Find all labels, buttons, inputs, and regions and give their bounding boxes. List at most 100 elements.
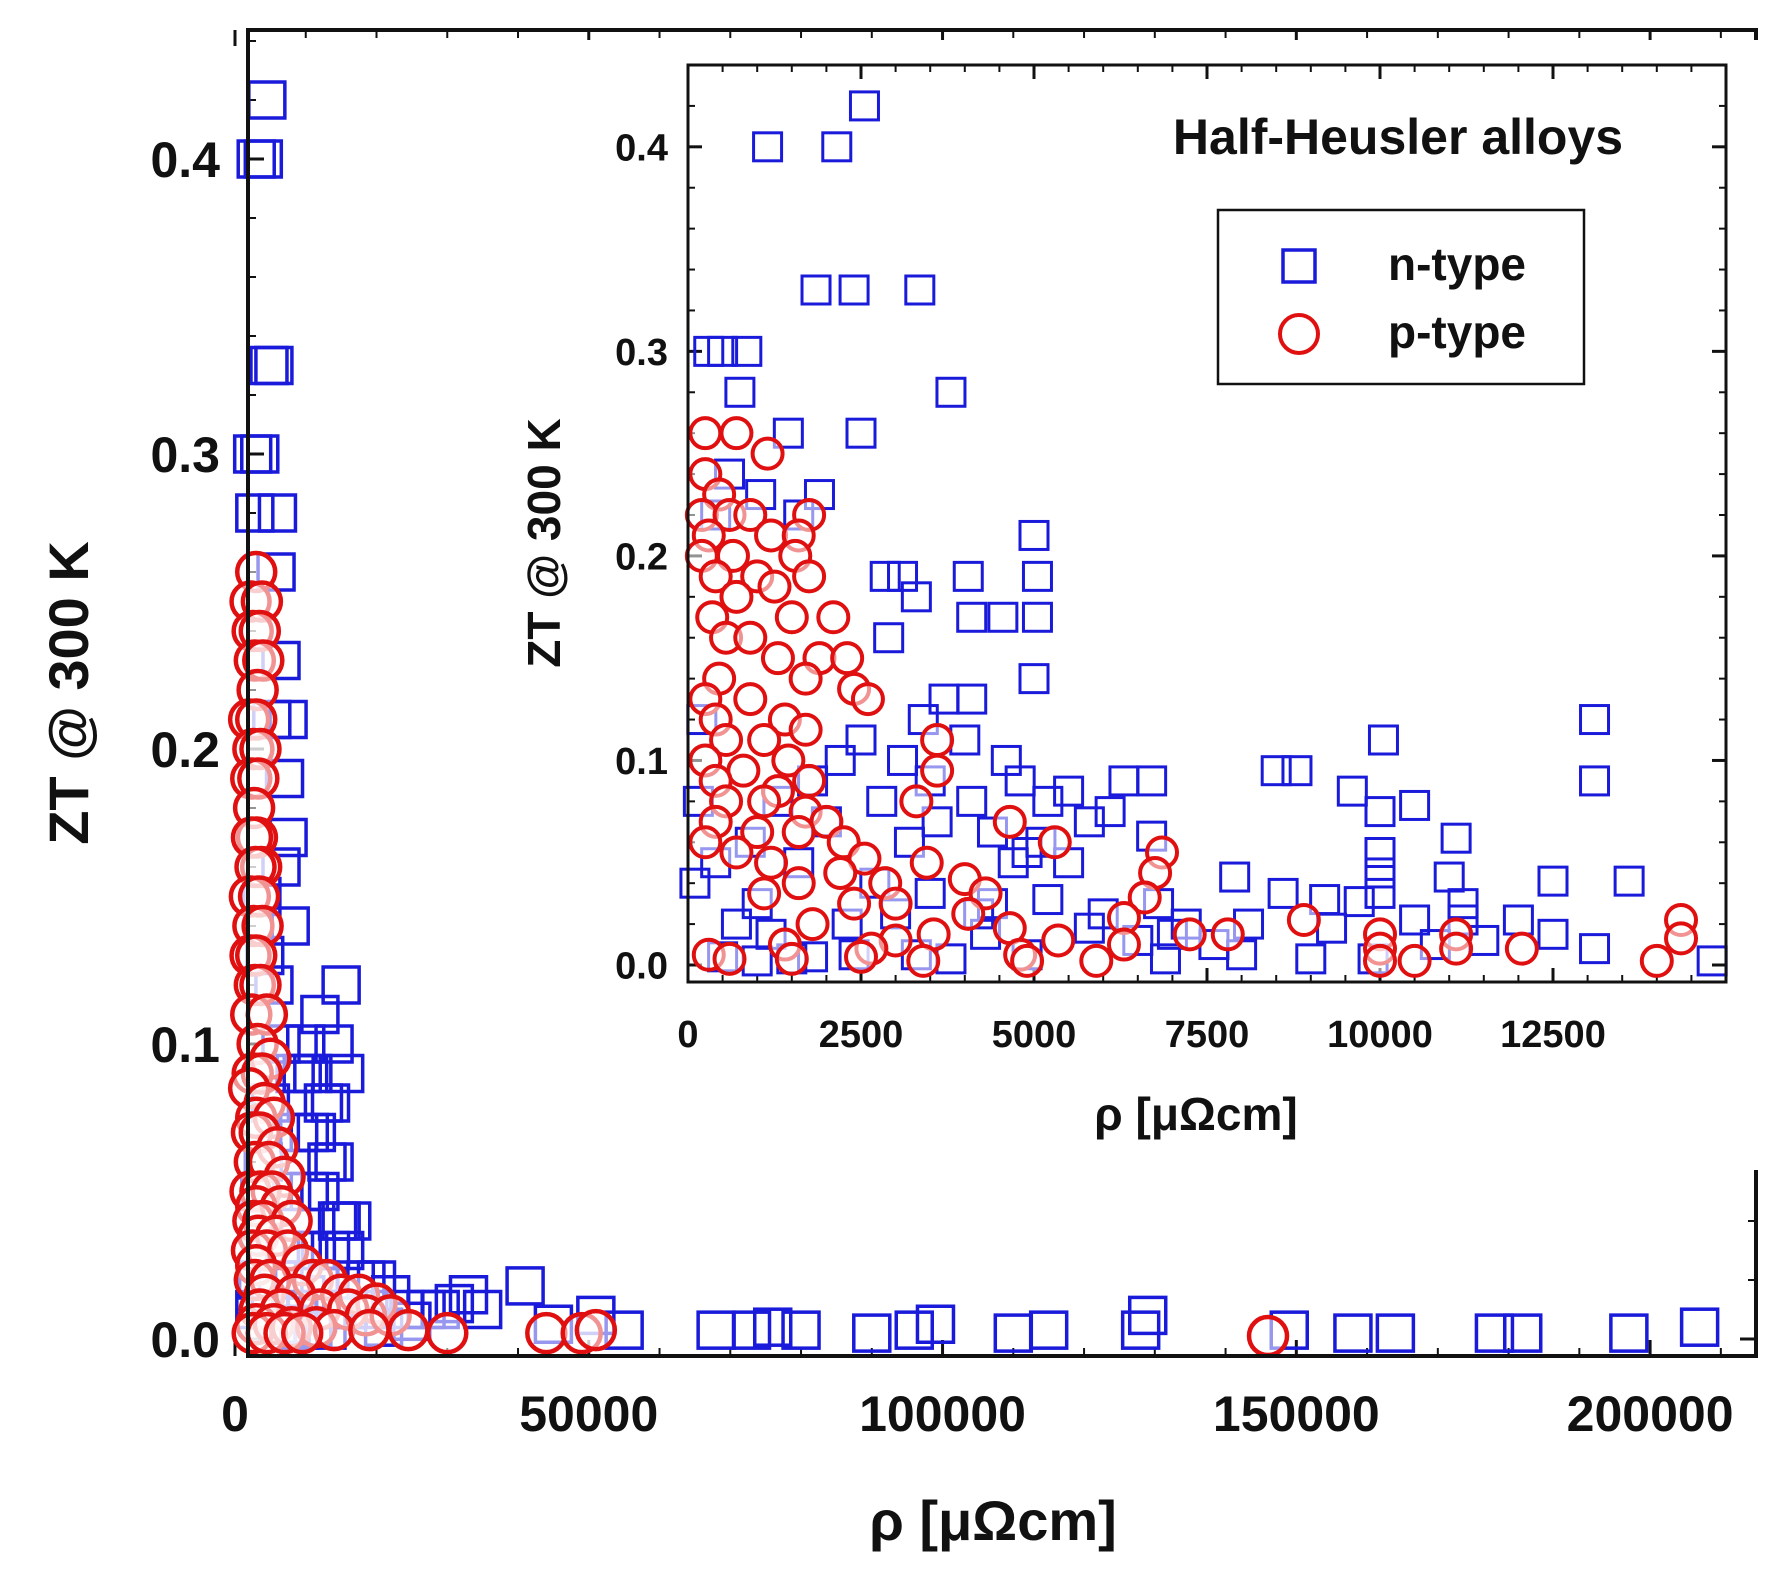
main-n-type-point bbox=[310, 1083, 351, 1123]
main-y-tick-label: 0.4 bbox=[150, 132, 220, 188]
inset-n-type-point bbox=[772, 417, 804, 449]
inset-p-type-point bbox=[760, 641, 795, 676]
inset-p-type-point bbox=[1439, 931, 1474, 966]
inset-p-type-point bbox=[719, 579, 754, 614]
inset-n-type-point bbox=[1219, 861, 1251, 893]
inset-n-type-point bbox=[724, 376, 756, 408]
inset-n-type-point bbox=[893, 826, 925, 858]
main-x-tick-label: 100000 bbox=[859, 1386, 1026, 1442]
main-n-type-point bbox=[731, 1310, 772, 1350]
inset-p-type-point bbox=[837, 886, 872, 921]
main-n-type-point bbox=[894, 1310, 934, 1350]
inset-p-type-series bbox=[684, 416, 1699, 978]
main-p-type-series bbox=[227, 550, 1290, 1358]
inset-n-type-point bbox=[866, 785, 898, 817]
inset-n-type-point bbox=[821, 131, 853, 163]
inset-p-type-point bbox=[719, 835, 754, 870]
inset-y-axis-title: ZT @ 300 K bbox=[518, 418, 570, 667]
main-n-type-point bbox=[300, 994, 340, 1035]
main-n-type-point bbox=[1502, 1313, 1543, 1353]
inset-p-type-point bbox=[906, 943, 941, 978]
inset-n-type-point bbox=[1004, 765, 1036, 797]
inset-n-type-point bbox=[1364, 796, 1396, 828]
inset-n-type-point bbox=[1073, 806, 1105, 838]
inset-n-type-point bbox=[707, 335, 739, 367]
inset-n-type-point bbox=[1364, 877, 1396, 909]
main-y-tick-label: 0.0 bbox=[150, 1312, 220, 1368]
inset-n-type-point bbox=[800, 274, 832, 306]
inset-y-tick-label: 0.1 bbox=[615, 741, 668, 783]
inset-p-type-point bbox=[719, 416, 754, 451]
main-n-type-point bbox=[915, 1304, 956, 1344]
inset-p-type-point bbox=[740, 815, 775, 850]
main-n-type-point bbox=[243, 139, 284, 179]
main-n-type-point bbox=[240, 434, 280, 474]
main-y-tick-label: 0.2 bbox=[150, 722, 220, 778]
main-n-type-point bbox=[462, 1289, 503, 1330]
main-y-tick-label: 0.1 bbox=[150, 1017, 220, 1073]
inset-p-type-point bbox=[1397, 943, 1432, 978]
inset-n-type-point bbox=[873, 622, 905, 654]
inset-p-type-point bbox=[771, 743, 806, 778]
inset-n-type-point bbox=[1440, 822, 1472, 854]
inset-n-type-point bbox=[1537, 918, 1569, 950]
inset-y-tick-label: 0.0 bbox=[615, 946, 668, 988]
legend-n-type-marker bbox=[1281, 248, 1317, 284]
legend: n-type p-type bbox=[1216, 208, 1586, 386]
main-n-type-point bbox=[254, 345, 294, 386]
inset-n-type-point bbox=[887, 744, 919, 776]
inset-n-type-point bbox=[1021, 601, 1053, 633]
inset-plot-frame bbox=[686, 63, 1728, 984]
main-n-type-point bbox=[235, 493, 275, 533]
main-n-type-point bbox=[1028, 1310, 1069, 1350]
legend-n-type-label: n-type bbox=[1388, 238, 1526, 290]
inset-p-type-point bbox=[920, 753, 955, 788]
inset-n-type-point bbox=[1537, 865, 1569, 897]
inset-p-type-point bbox=[1210, 917, 1245, 952]
main-n-type-point bbox=[314, 1024, 354, 1064]
inset-p-type-point bbox=[1664, 921, 1699, 956]
legend-p-type-marker bbox=[1278, 313, 1320, 355]
main-x-tick-label: 0 bbox=[221, 1386, 249, 1442]
legend-box bbox=[1216, 208, 1586, 386]
main-n-type-point bbox=[257, 493, 298, 533]
inset-n-type-point bbox=[1399, 789, 1431, 821]
inset-p-type-point bbox=[792, 559, 827, 594]
main-p-type-point bbox=[280, 1311, 324, 1355]
inset-p-type-point bbox=[733, 682, 768, 717]
inset-p-type-point bbox=[788, 712, 823, 747]
main-p-type-point bbox=[387, 1308, 430, 1352]
inset-p-type-point bbox=[757, 569, 792, 604]
main-p-type-point bbox=[574, 1308, 618, 1352]
main-n-type-point bbox=[324, 1053, 365, 1094]
inset-p-type-point bbox=[750, 436, 785, 471]
main-p-type-point bbox=[426, 1311, 469, 1355]
inset-n-type-point bbox=[1364, 857, 1396, 889]
main-n-type-point bbox=[1333, 1313, 1373, 1353]
inset-y-tick-label: 0.4 bbox=[615, 127, 668, 169]
inset-p-type-point bbox=[688, 825, 723, 860]
inset-p-type-point bbox=[878, 886, 913, 921]
inset-n-type-point bbox=[731, 335, 763, 367]
inset-n-type-point bbox=[1149, 943, 1181, 975]
inset-plot: 0 2500 5000 7500 10000 12500 0.0 0.1 0.2 0.3 0.4 H… bbox=[518, 40, 1768, 1170]
inset-p-type-point bbox=[733, 498, 768, 532]
inset-p-type-point bbox=[1106, 927, 1141, 962]
inset-n-type-point bbox=[845, 724, 877, 756]
inset-x-tick-label: 5000 bbox=[992, 1014, 1077, 1056]
inset-p-type-point bbox=[726, 753, 761, 788]
inset-n-type-point bbox=[848, 90, 880, 122]
inset-n-type-point bbox=[1032, 884, 1064, 916]
inset-n-type-point bbox=[900, 581, 932, 613]
inset-n-type-point bbox=[1281, 755, 1313, 787]
inset-p-type-point bbox=[795, 907, 830, 942]
inset-p-type-point bbox=[823, 855, 858, 890]
inset-n-type-point bbox=[1447, 888, 1479, 920]
inset-n-type-point bbox=[1018, 519, 1050, 551]
inset-n-type-point bbox=[1053, 775, 1085, 807]
legend-p-type-label: p-type bbox=[1388, 306, 1526, 358]
inset-n-type-point bbox=[845, 417, 877, 449]
inset-p-type-point bbox=[847, 841, 882, 876]
inset-n-type-point bbox=[1021, 560, 1053, 592]
